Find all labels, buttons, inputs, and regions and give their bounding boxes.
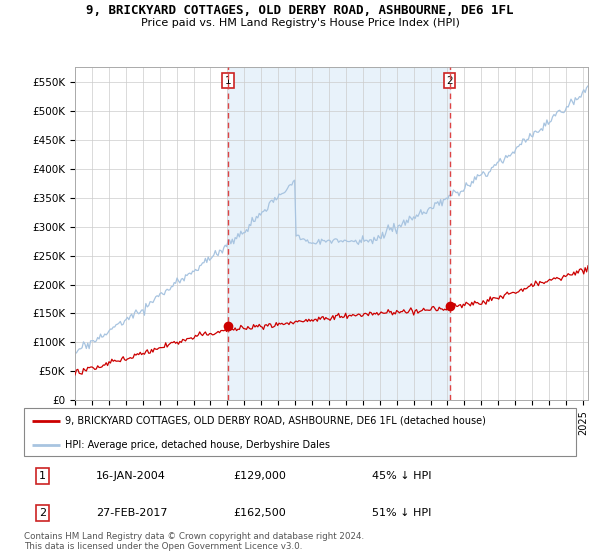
Text: 1: 1 [39,471,46,481]
Bar [228,67,449,400]
Text: 2: 2 [446,76,453,86]
Text: HPI: Average price, detached house, Derbyshire Dales: HPI: Average price, detached house, Derb… [65,440,331,450]
Text: 51% ↓ HPI: 51% ↓ HPI [372,508,431,518]
Text: 9, BRICKYARD COTTAGES, OLD DERBY ROAD, ASHBOURNE, DE6 1FL (detached house): 9, BRICKYARD COTTAGES, OLD DERBY ROAD, A… [65,416,486,426]
Text: 16-JAN-2004: 16-JAN-2004 [96,471,166,481]
FancyBboxPatch shape [24,408,576,456]
Text: 2: 2 [39,508,46,518]
Text: 27-FEB-2017: 27-FEB-2017 [96,508,167,518]
Text: £129,000: £129,000 [234,471,287,481]
Text: Price paid vs. HM Land Registry's House Price Index (HPI): Price paid vs. HM Land Registry's House … [140,18,460,28]
Text: 9, BRICKYARD COTTAGES, OLD DERBY ROAD, ASHBOURNE, DE6 1FL: 9, BRICKYARD COTTAGES, OLD DERBY ROAD, A… [86,4,514,17]
Text: 45% ↓ HPI: 45% ↓ HPI [372,471,431,481]
Text: 1: 1 [225,76,232,86]
Text: Contains HM Land Registry data © Crown copyright and database right 2024.
This d: Contains HM Land Registry data © Crown c… [24,532,364,552]
Text: £162,500: £162,500 [234,508,287,518]
